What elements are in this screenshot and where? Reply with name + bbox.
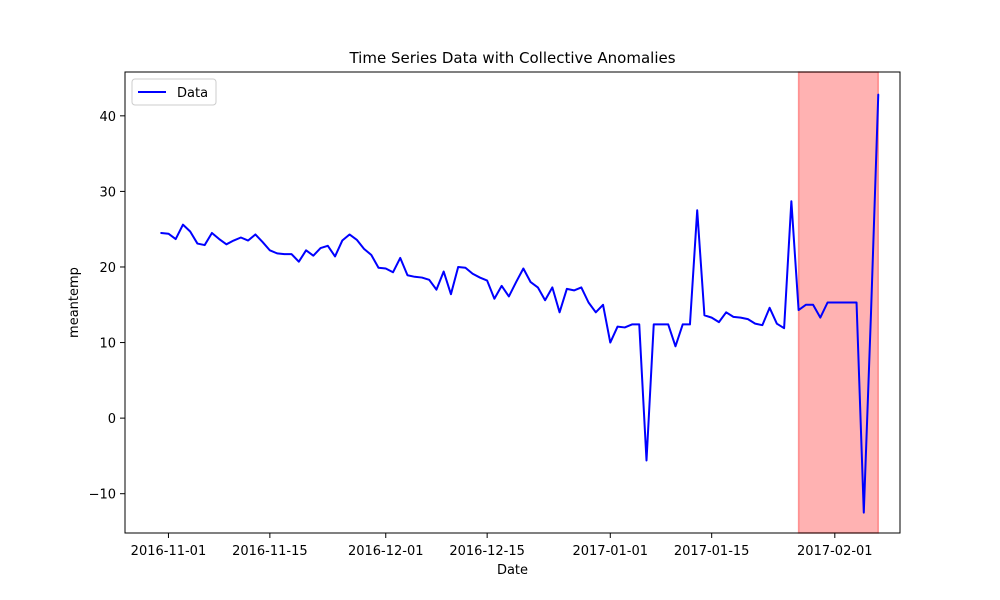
x-tick-label: 2016-11-01: [131, 544, 207, 559]
legend-label-data: Data: [177, 86, 208, 101]
legend-box: [131, 78, 217, 106]
y-tick-label: 30: [99, 185, 116, 200]
x-tick-label: 2017-01-01: [572, 544, 648, 559]
y-axis-label: meantemp: [67, 267, 82, 338]
chart-title: Time Series Data with Collective Anomali…: [348, 49, 675, 67]
plot-frame: [124, 71, 901, 534]
x-tick-label: 2016-12-15: [449, 544, 525, 559]
y-tick-label: 10: [99, 337, 116, 352]
x-tick-label: 2016-12-01: [348, 544, 424, 559]
legend: Data: [131, 78, 217, 106]
x-tick-label: 2017-02-01: [797, 544, 873, 559]
y-tick-label: 40: [99, 110, 116, 125]
y-tick-label: −10: [89, 488, 116, 503]
y-tick-label: 20: [99, 261, 116, 276]
y-tick-label: 0: [108, 412, 116, 427]
x-axis-label: Date: [497, 563, 528, 578]
x-tick-label: 2017-01-15: [674, 544, 750, 559]
series-line-data: [160, 93, 880, 514]
x-tick-label: 2016-11-15: [232, 544, 308, 559]
